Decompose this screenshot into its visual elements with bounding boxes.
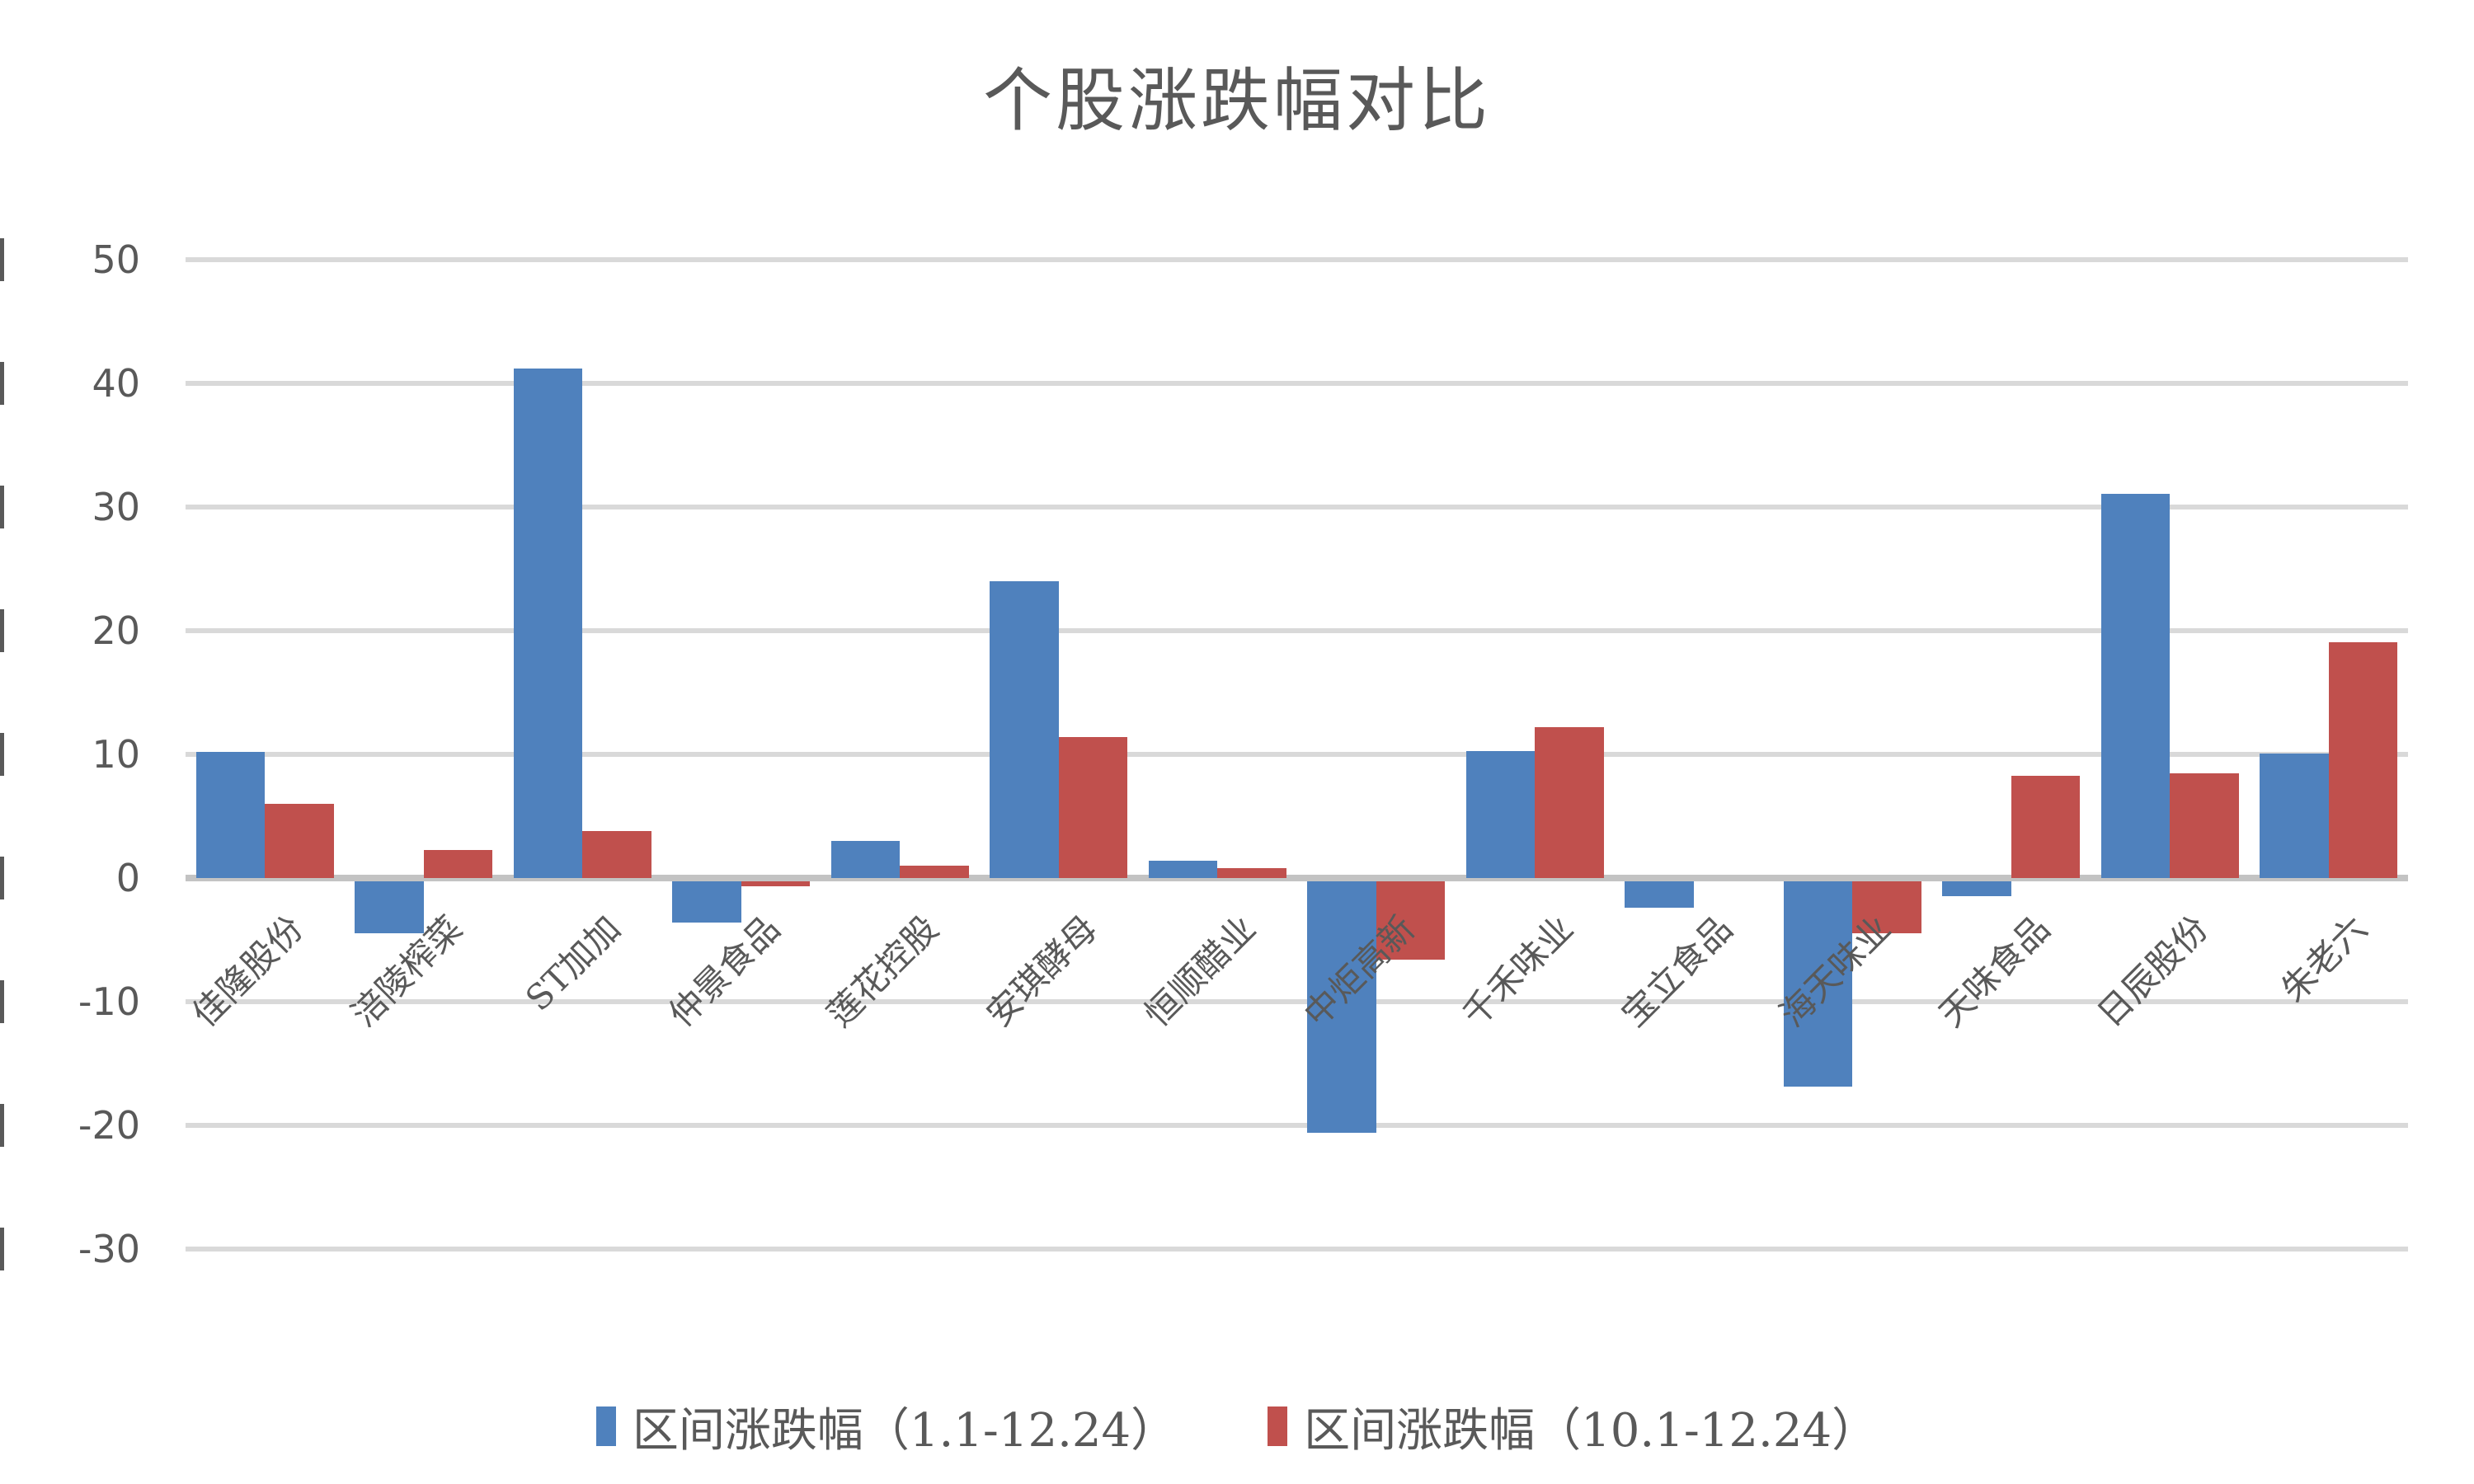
zero-axis-line	[186, 875, 2408, 881]
gridline-40	[186, 381, 2408, 386]
y-axis-tick-30	[0, 486, 4, 528]
x-axis-label-佳隆股份: 佳隆股份	[184, 908, 312, 1035]
bar-red-海天味业	[1852, 881, 1921, 933]
x-axis-label-中炬高新: 中炬高新	[1296, 908, 1423, 1035]
bar-red-ST加加	[582, 831, 651, 878]
bar-blue-日辰股份	[2100, 493, 2171, 878]
legend-label-2: 区间涨跌幅（10.1-12.24）	[1304, 1403, 1879, 1458]
y-axis-label-20: 20	[92, 608, 140, 653]
y-axis-label--30: -30	[78, 1227, 140, 1271]
bar-blue-安琪酵母	[990, 581, 1059, 878]
x-axis-label-宝立食品: 宝立食品	[1613, 908, 1740, 1035]
y-axis-label-50: 50	[92, 237, 140, 282]
x-axis-label-仲景食品: 仲景食品	[661, 908, 788, 1035]
y-axis-label-10: 10	[92, 732, 140, 777]
bar-red-莲花控股	[900, 866, 969, 878]
legend-item-1: 区间涨跌幅（1.1-12.24）	[595, 1393, 1178, 1460]
x-axis-label-莲花控股: 莲花控股	[819, 908, 947, 1035]
bar-red-日辰股份	[2170, 773, 2239, 878]
gridline-10	[186, 752, 2408, 757]
bar-red-朱老六	[2328, 641, 2398, 878]
y-axis-label-30: 30	[92, 485, 140, 529]
gridline-50	[186, 257, 2408, 262]
bar-blue-莲花控股	[830, 841, 901, 878]
x-axis-label-ST加加: ST加加	[518, 908, 629, 1019]
y-axis-tick-50	[0, 238, 4, 281]
bar-blue-海天味业	[1783, 881, 1853, 1087]
x-axis-label-恒顺醋业: 恒顺醋业	[1136, 908, 1264, 1035]
x-axis-label-涪陵榨菜: 涪陵榨菜	[343, 908, 470, 1035]
x-axis-label-日辰股份: 日辰股份	[2089, 908, 2217, 1035]
legend-swatch-blue	[595, 1407, 616, 1446]
x-axis-label-安琪酵母: 安琪酵母	[978, 908, 1105, 1035]
legend-label-1: 区间涨跌幅（1.1-12.24）	[632, 1403, 1178, 1458]
bar-red-涪陵榨菜	[423, 849, 493, 878]
y-axis-tick-20	[0, 609, 4, 652]
bar-blue-佳隆股份	[195, 752, 266, 878]
y-axis-label--10: -10	[78, 979, 140, 1024]
gridline--30	[186, 1247, 2408, 1252]
bar-blue-涪陵榨菜	[355, 881, 424, 933]
bar-blue-千禾味业	[1465, 750, 1536, 878]
x-axis-label-朱老六: 朱老六	[2273, 908, 2375, 1011]
y-axis-tick--30	[0, 1228, 4, 1270]
bar-red-安琪酵母	[1058, 737, 1128, 878]
bar-red-佳隆股份	[265, 804, 334, 878]
y-axis-tick-10	[0, 733, 4, 776]
gridline--10	[186, 999, 2408, 1004]
bar-red-千禾味业	[1535, 727, 1604, 878]
bar-blue-天味食品	[1942, 881, 2011, 896]
bar-blue-中炬高新	[1307, 881, 1376, 1133]
y-axis-tick--10	[0, 980, 4, 1023]
y-axis-tick--20	[0, 1104, 4, 1147]
bar-blue-仲景食品	[672, 881, 741, 923]
legend: 区间涨跌幅（1.1-12.24） 区间涨跌幅（10.1-12.24）	[0, 1381, 2474, 1472]
y-axis-label-0: 0	[115, 856, 140, 900]
legend-swatch-red	[1268, 1407, 1288, 1446]
y-axis-label-40: 40	[92, 361, 140, 406]
gridline--20	[186, 1123, 2408, 1128]
x-axis-label-海天味业: 海天味业	[1771, 908, 1899, 1035]
bar-blue-恒顺醋业	[1148, 861, 1218, 878]
bar-red-中炬高新	[1376, 881, 1446, 960]
y-axis-tick-40	[0, 362, 4, 405]
bar-red-恒顺醋业	[1217, 868, 1286, 878]
bar-blue-朱老六	[2260, 753, 2329, 878]
bar-red-天味食品	[2011, 775, 2081, 878]
bar-blue-宝立食品	[1625, 881, 1694, 908]
legend-item-2: 区间涨跌幅（10.1-12.24）	[1268, 1393, 1878, 1460]
gridline-20	[186, 628, 2408, 633]
y-axis-tick-0	[0, 857, 4, 899]
gridline-30	[186, 505, 2408, 510]
chart-title: 个股涨跌幅对比	[982, 60, 1491, 141]
bar-red-仲景食品	[741, 881, 811, 886]
bar-blue-ST加加	[513, 369, 583, 878]
y-axis-label--20: -20	[78, 1103, 140, 1148]
